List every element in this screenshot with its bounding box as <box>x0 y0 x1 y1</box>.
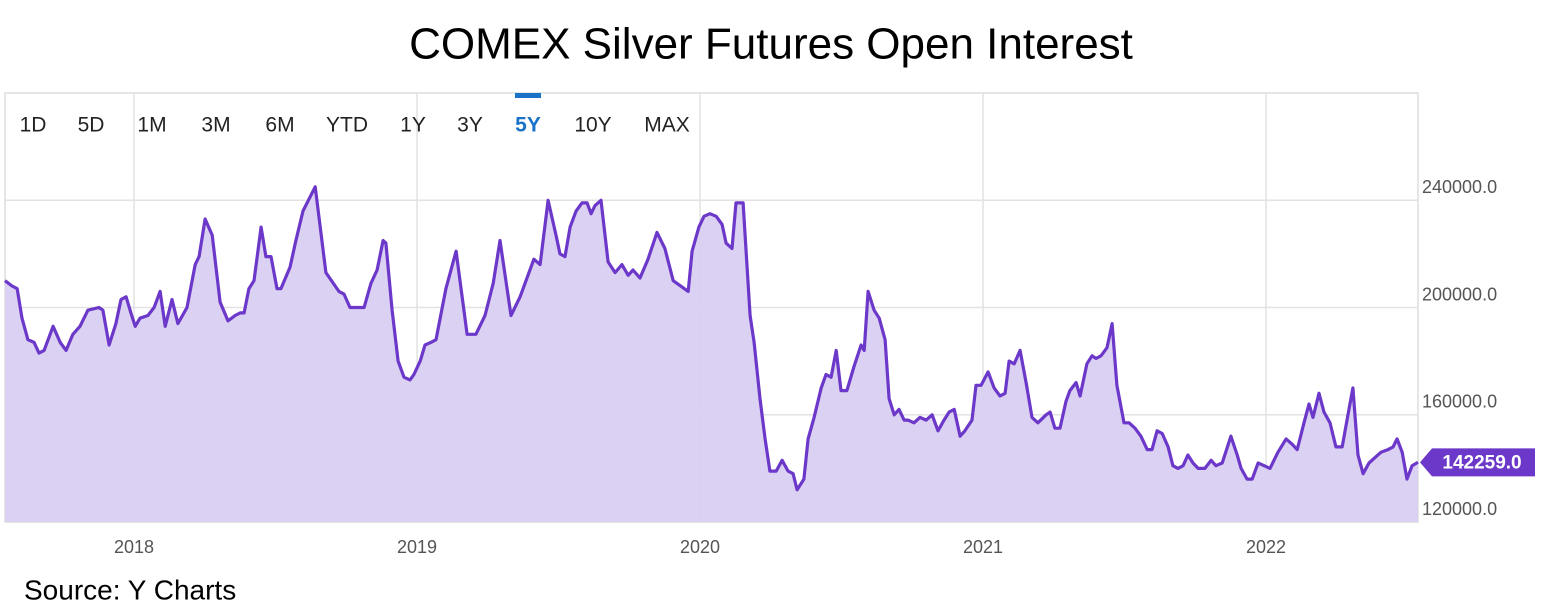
range-button[interactable]: 5D <box>78 114 105 137</box>
area <box>5 186 1418 523</box>
line <box>4 185 1419 492</box>
range-button[interactable]: 10Y <box>574 114 611 137</box>
range-button[interactable]: 6M <box>265 114 294 137</box>
chart-title: COMEX Silver Futures Open Interest <box>409 20 1133 69</box>
range-button[interactable]: MAX <box>644 114 690 137</box>
range-button[interactable]: 1Y <box>400 114 426 137</box>
y-tick-label: 120000.0 <box>1422 499 1497 519</box>
last-value-label: 142259.0 <box>1442 452 1521 473</box>
y-tick-label: 160000.0 <box>1422 392 1497 412</box>
y-tick-label: 200000.0 <box>1422 284 1497 304</box>
range-button[interactable]: 3M <box>201 114 230 137</box>
range-button[interactable]: 3Y <box>457 114 483 137</box>
x-tick-label: 2018 <box>114 537 154 557</box>
x-tick-label: 2020 <box>680 537 720 557</box>
x-tick-label: 2019 <box>397 537 437 557</box>
range-button[interactable]: YTD <box>326 114 368 137</box>
selected-indicator <box>515 93 541 98</box>
x-tick-label: 2021 <box>963 537 1003 557</box>
y-tick-label: 240000.0 <box>1422 177 1497 197</box>
range-button[interactable]: 1M <box>137 114 166 137</box>
range-button[interactable]: 5Y <box>515 114 541 137</box>
source-note: Source: Y Charts <box>24 574 236 605</box>
x-tick-label: 2022 <box>1246 537 1286 557</box>
last-value-tag <box>1420 448 1535 477</box>
range-button[interactable]: 1D <box>20 114 47 137</box>
